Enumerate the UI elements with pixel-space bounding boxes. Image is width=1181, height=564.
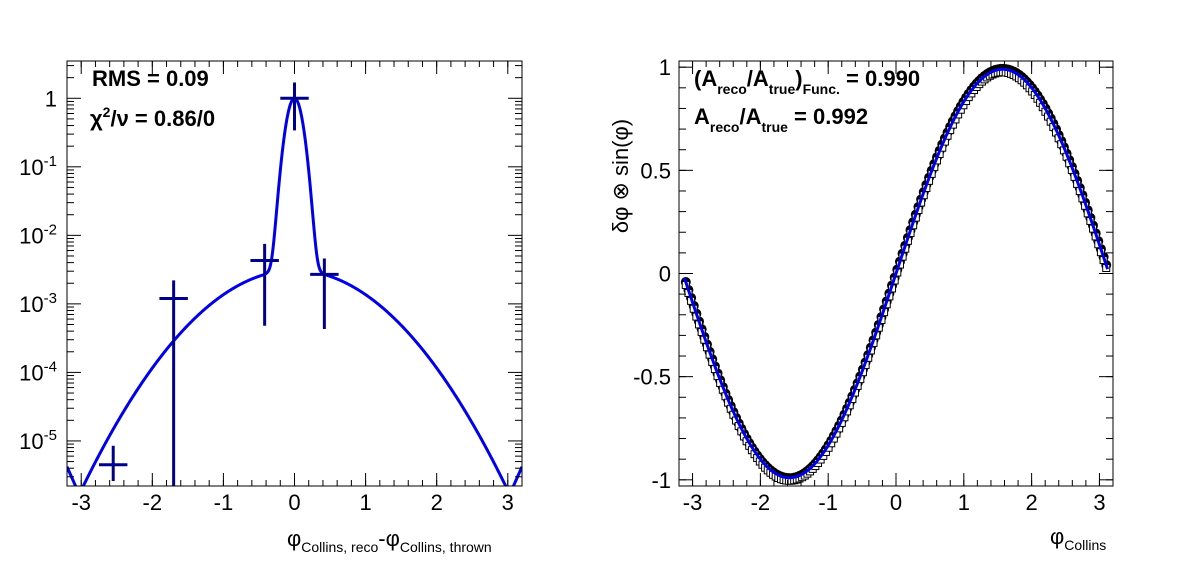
fit-curve	[81, 96, 508, 486]
left-y-tick-base: 10	[19, 155, 43, 180]
left-y-tick-label: 10-5	[19, 427, 57, 454]
func-sub-reco: reco	[717, 81, 747, 97]
func-open: (A	[694, 66, 717, 91]
left-y-tick-label: 10-3	[19, 290, 57, 317]
right-y-tick-label: -0.5	[633, 365, 671, 390]
data-value: = 0.992	[788, 104, 868, 129]
left-y-tick-label: 10-1	[19, 153, 57, 180]
right-marks	[680, 63, 1112, 485]
func-value: = 0.990	[840, 66, 920, 91]
data-point	[159, 280, 188, 486]
left-y-tick-base: 10	[19, 223, 43, 248]
right-x-tick-label: 1	[958, 490, 970, 515]
right-x-tick-label: -3	[683, 490, 703, 515]
left-y-tick-label: 10-2	[19, 221, 57, 248]
left-xlabel-phi: φ	[287, 526, 301, 551]
left-y-tick-exponent: -5	[44, 427, 57, 444]
right-y-tick-label: 1	[659, 55, 671, 80]
right-y-tick-label: -1	[651, 468, 671, 493]
left-y-tick-base: 10	[19, 429, 43, 454]
left-y-tick-base: 10	[19, 360, 43, 385]
right-x-axis-label: φCollins	[1050, 524, 1106, 553]
left-xlabel-minus-phi: -φ	[378, 526, 400, 551]
rms-label: RMS = 0.09	[92, 66, 209, 91]
left-y-tick-base: 10	[19, 292, 43, 317]
left-y-tick-label: 10-4	[19, 358, 57, 385]
left-x-tick-label: -1	[214, 490, 234, 515]
left-marks	[67, 82, 522, 486]
left-y-tick-exponent: -2	[44, 221, 57, 238]
right-x-tick-label: 3	[1093, 490, 1105, 515]
func-ratio-label: (Areco/Atrue)Func. = 0.990	[694, 66, 920, 97]
fit-sine-line	[682, 67, 1110, 480]
func-close: )	[795, 66, 802, 91]
right-x-tick-label: -1	[818, 490, 838, 515]
left-x-tick-label: 2	[431, 490, 443, 515]
left-x-tick-label: -3	[71, 490, 91, 515]
left-x-tick-label: 1	[359, 490, 371, 515]
left-y-tick-exponent: -3	[44, 290, 57, 307]
func-sub-true: true	[769, 81, 796, 97]
right-y-tick-label: 0	[659, 262, 671, 287]
func-slash: /A	[747, 66, 769, 91]
right-x-tick-label: -2	[751, 490, 771, 515]
left-xlabel-sub2: Collins, thrown	[400, 539, 492, 555]
data-ratio-label: Areco/Atrue = 0.992	[694, 104, 868, 135]
left-y-tick-exponent: -1	[44, 153, 57, 170]
chi-rest: /ν = 0.86/0	[110, 106, 215, 131]
chi2-label: χ2/ν = 0.86/0	[90, 104, 215, 131]
data-point	[310, 258, 339, 329]
right-y-axis-label: δφ ⊗ sin(φ)	[608, 119, 633, 233]
right-y-tick-label: 0.5	[640, 158, 671, 183]
left-x-tick-label: 3	[502, 490, 514, 515]
data-slash: /A	[739, 104, 761, 129]
data-point	[250, 243, 279, 326]
right-x-tick-label: 0	[890, 490, 902, 515]
right-x-tick-label: 2	[1026, 490, 1038, 515]
left-y-tick-text: 1	[45, 86, 57, 111]
right-xlabel-sub: Collins	[1064, 537, 1106, 553]
data-sub-true: true	[761, 119, 788, 135]
left-x-tick-label: 0	[288, 490, 300, 515]
data-a: A	[694, 104, 710, 129]
data-point	[98, 445, 128, 482]
right-panel: -3 -2 -1 0 1 2 310.50-0.5-1 (Areco/Atrue)Func.…	[608, 55, 1114, 553]
data-sub-reco: reco	[710, 119, 740, 135]
left-xlabel-sub1: Collins, reco	[301, 539, 378, 555]
left-y-tick-exponent: -4	[44, 358, 57, 375]
left-x-axis-label: φCollins, reco-φCollins, thrown	[287, 526, 492, 555]
right-axis-ticks: -3 -2 -1 0 1 2 3 1 0.5 0 -0.5 -1	[633, 55, 1114, 515]
chi-symbol: χ	[90, 106, 103, 131]
func-sub-func: Func.	[803, 81, 840, 97]
left-x-tick-label: -2	[143, 490, 163, 515]
chi-superscript: 2	[103, 104, 111, 120]
left-y-tick-label: 1	[45, 86, 57, 111]
data-point	[280, 82, 309, 131]
right-xlabel-phi: φ	[1050, 524, 1064, 549]
